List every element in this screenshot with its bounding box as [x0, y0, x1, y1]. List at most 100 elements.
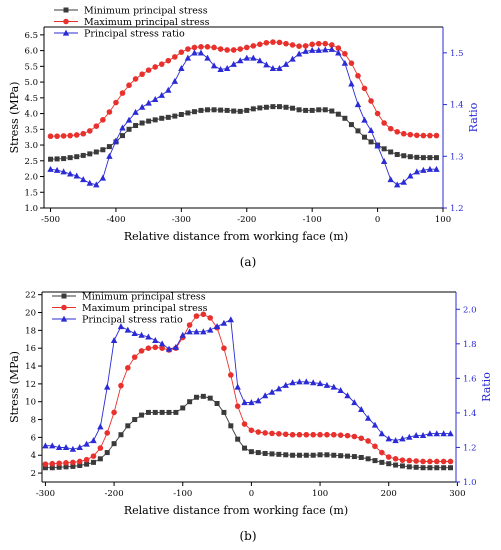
- data-point: [269, 430, 275, 437]
- x-tick-label: 100: [435, 215, 451, 225]
- data-point: [100, 117, 106, 123]
- data-point: [322, 107, 328, 113]
- data-point: [63, 460, 69, 466]
- data-point: [97, 445, 104, 451]
- data-point: [220, 319, 228, 326]
- data-point: [440, 458, 447, 465]
- data-point: [371, 421, 379, 428]
- data-point: [282, 60, 290, 67]
- data-point: [193, 328, 200, 335]
- data-point: [125, 116, 133, 123]
- data-point: [104, 450, 110, 456]
- data-point: [228, 372, 234, 378]
- data-point: [248, 399, 255, 406]
- data-point: [427, 458, 433, 465]
- data-point: [243, 54, 250, 61]
- data-point: [60, 133, 67, 139]
- data-point: [86, 179, 93, 186]
- data-point: [184, 54, 192, 61]
- data-point: [80, 176, 87, 183]
- data-point: [330, 383, 337, 390]
- data-point: [414, 154, 420, 160]
- legend-marker: [62, 29, 70, 36]
- data-point: [289, 431, 296, 438]
- data-point: [73, 132, 80, 138]
- data-point: [394, 151, 400, 157]
- data-point: [139, 412, 145, 418]
- data-point: [400, 178, 407, 185]
- data-point: [385, 435, 392, 442]
- data-point: [290, 105, 296, 111]
- data-point: [354, 101, 362, 108]
- data-point: [406, 464, 412, 470]
- data-point: [178, 112, 184, 118]
- legend-label: Maximum principal stress: [84, 17, 210, 28]
- data-point: [198, 107, 204, 113]
- data-point: [152, 64, 158, 70]
- data-point: [119, 133, 125, 139]
- data-point: [441, 465, 447, 471]
- data-point: [217, 46, 224, 52]
- data-point: [241, 399, 248, 406]
- data-point: [406, 433, 413, 440]
- data-point: [197, 49, 205, 56]
- data-point: [217, 66, 224, 73]
- y-tick-label: 6.0: [24, 47, 38, 57]
- y-tick-label: 6.5: [24, 31, 38, 41]
- data-point: [407, 154, 413, 160]
- y2-tick-label: 1.4: [450, 101, 464, 111]
- y-tick-label: 22: [25, 291, 36, 301]
- data-point: [335, 45, 342, 51]
- data-point: [106, 144, 112, 150]
- data-point: [275, 385, 283, 392]
- data-point: [364, 414, 372, 421]
- data-point: [104, 430, 111, 436]
- data-point: [77, 462, 83, 468]
- data-point: [276, 431, 282, 437]
- data-point: [276, 451, 282, 457]
- y2-tick-label: 1.4: [463, 409, 477, 419]
- series-square: [42, 393, 454, 471]
- data-point: [221, 345, 227, 351]
- data-point: [173, 409, 179, 415]
- data-point: [351, 454, 357, 460]
- data-point: [248, 427, 255, 434]
- data-point: [93, 181, 100, 188]
- legend-label: Maximum principal stress: [82, 303, 208, 314]
- data-point: [309, 107, 315, 113]
- data-point: [329, 42, 335, 48]
- data-point: [119, 90, 126, 96]
- data-point: [179, 331, 186, 338]
- data-point: [351, 399, 358, 406]
- data-point: [117, 323, 125, 330]
- panel-label: (b): [239, 529, 256, 543]
- data-point: [407, 172, 414, 179]
- data-point: [138, 331, 145, 338]
- data-point: [165, 86, 172, 93]
- data-point: [200, 311, 207, 318]
- data-point: [119, 124, 126, 131]
- data-point: [106, 109, 113, 115]
- x-axis-title: Relative distance from working face (m): [124, 230, 348, 243]
- data-point: [187, 399, 193, 405]
- data-point: [335, 111, 341, 117]
- data-point: [83, 440, 90, 447]
- legend-label: Minimum principal stress: [82, 292, 206, 303]
- data-point: [269, 64, 277, 71]
- data-point: [223, 64, 231, 71]
- data-point: [241, 421, 248, 427]
- data-point: [261, 392, 269, 399]
- data-point: [244, 107, 250, 113]
- data-point: [76, 458, 83, 465]
- data-point: [185, 46, 191, 52]
- x-tick-label: -500: [41, 215, 60, 225]
- data-point: [342, 50, 348, 57]
- data-point: [47, 165, 54, 172]
- data-point: [145, 99, 152, 106]
- data-point: [394, 129, 401, 135]
- data-point: [207, 315, 214, 321]
- data-point: [420, 166, 427, 173]
- data-point: [70, 459, 76, 466]
- data-point: [158, 340, 166, 347]
